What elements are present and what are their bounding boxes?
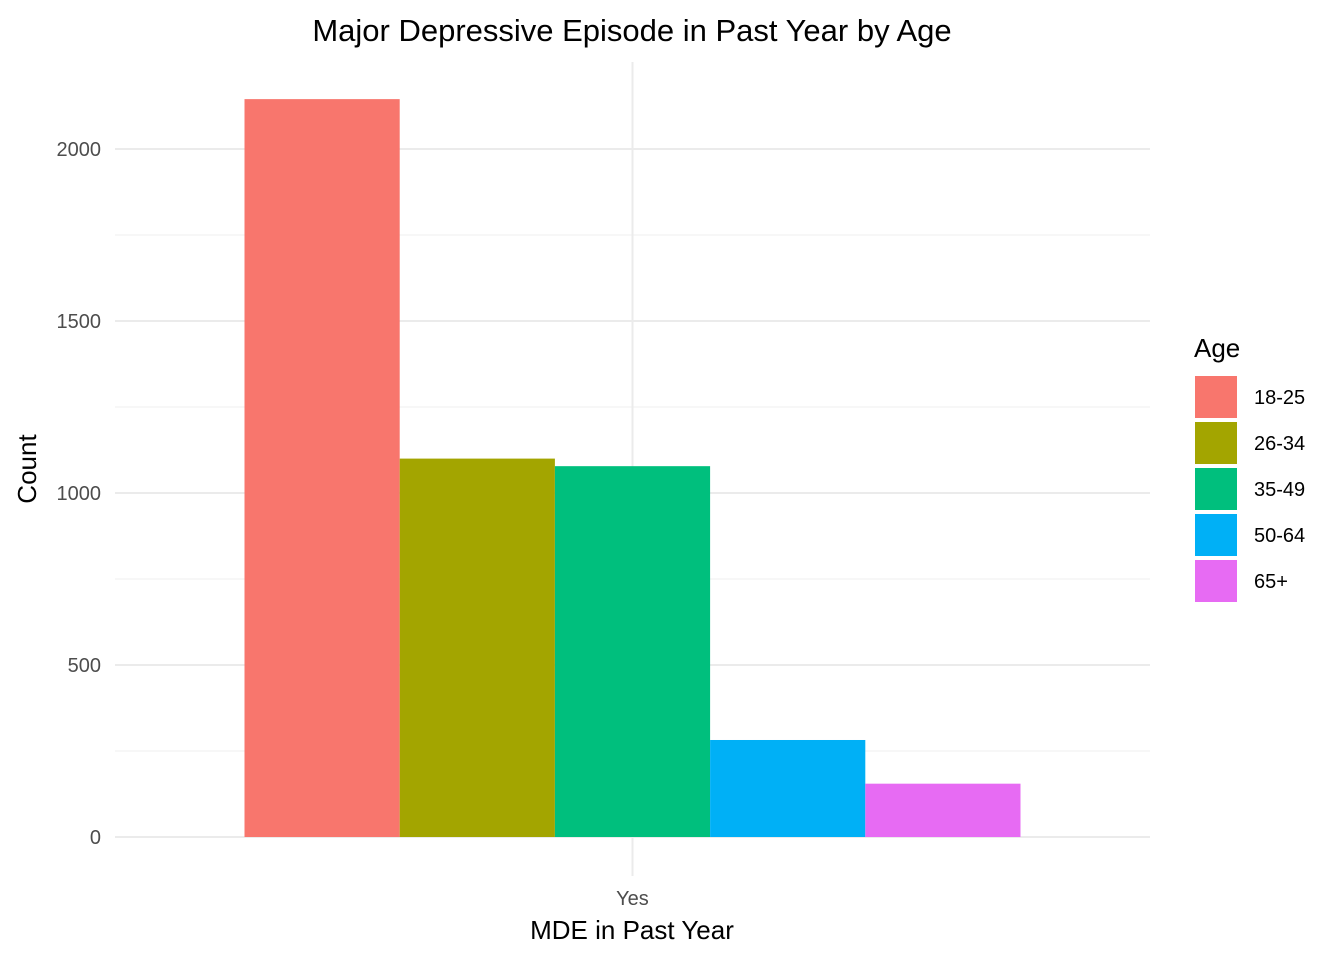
y-axis-ticks: 0 500 1000 1500 2000 [57,139,102,849]
legend-label: 65+ [1254,571,1288,593]
legend-key-35-49 [1195,468,1237,510]
bar-50-64 [710,739,866,837]
chart-title: Major Depressive Episode in Past Year by… [312,13,951,48]
legend: Age 18-25 26-34 35-49 50-64 65+ [1194,333,1305,602]
y-tick-label: 1500 [57,311,102,333]
legend-title: Age [1194,333,1240,363]
legend-label: 18-25 [1254,387,1305,409]
legend-key-65+ [1195,560,1237,602]
bar-26-34 [399,458,555,837]
bar-18-25 [244,99,400,838]
legend-label: 35-49 [1254,479,1305,501]
bar-35-49 [554,466,711,837]
bar-65+ [865,783,1021,837]
legend-key-26-34 [1195,422,1237,464]
x-axis-ticks: Yes [616,888,649,910]
y-axis-title: Count [12,434,42,504]
x-tick-label: Yes [616,888,649,910]
legend-key-18-25 [1195,376,1237,418]
y-tick-label: 500 [68,655,101,677]
y-tick-label: 1000 [57,483,102,505]
bars [244,99,1021,838]
legend-key-50-64 [1195,514,1237,556]
legend-label: 26-34 [1254,433,1305,455]
x-axis-title: MDE in Past Year [530,915,734,945]
y-tick-label: 2000 [57,139,102,161]
legend-label: 50-64 [1254,525,1305,547]
y-tick-label: 0 [90,827,101,849]
